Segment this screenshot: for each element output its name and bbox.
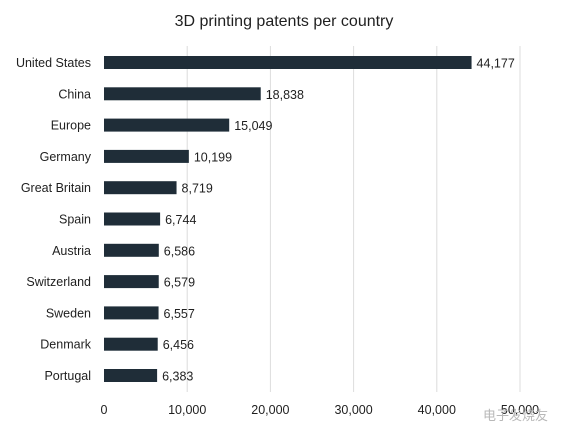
data-label: 6,586 — [164, 244, 195, 258]
category-label: China — [58, 87, 91, 101]
data-label: 6,456 — [163, 338, 194, 352]
bar — [104, 56, 472, 69]
bars — [104, 56, 472, 382]
category-label: Spain — [59, 213, 91, 227]
data-label: 44,177 — [477, 57, 515, 71]
data-label: 6,579 — [164, 276, 195, 290]
data-label: 6,557 — [164, 307, 195, 321]
labels: United States 44,177 China 18,838 Europe 15,0… — [16, 56, 515, 384]
x-tick-label: 10,000 — [168, 403, 206, 417]
bar — [104, 243, 159, 257]
category-label: United States — [16, 56, 91, 70]
gridlines — [186, 46, 521, 392]
bar — [104, 87, 261, 101]
data-label: 10,199 — [194, 150, 232, 164]
bar — [104, 369, 158, 382]
x-axis-ticks: 0 10,000 20,000 30,000 40,000 50,000 — [101, 403, 540, 417]
data-label: 6,383 — [162, 370, 193, 384]
bar — [104, 337, 158, 351]
data-label: 6,744 — [165, 213, 196, 227]
x-tick-label: 30,000 — [334, 403, 372, 417]
bar — [104, 212, 161, 226]
x-tick-label: 40,000 — [418, 403, 456, 417]
data-label: 18,838 — [266, 88, 304, 102]
category-label: Sweden — [46, 306, 91, 320]
x-tick-label: 0 — [101, 403, 108, 417]
category-label: Portugal — [44, 369, 91, 383]
category-label: Switzerland — [26, 275, 91, 289]
data-label: 8,719 — [182, 182, 213, 196]
x-tick-label: 20,000 — [251, 403, 289, 417]
chart-title: 3D printing patents per country — [175, 13, 394, 30]
bar — [104, 118, 230, 132]
category-label: Germany — [40, 150, 92, 164]
category-label: Denmark — [40, 338, 91, 352]
data-label: 15,049 — [234, 119, 272, 133]
watermark: 电子发烧友 — [483, 408, 548, 423]
category-label: Great Britain — [21, 181, 91, 195]
x-tick-label: 50,000 — [501, 403, 539, 417]
category-label: Europe — [51, 119, 91, 133]
bar — [104, 306, 159, 320]
bar — [104, 181, 177, 195]
category-label: Austria — [52, 244, 91, 258]
bar — [104, 275, 159, 289]
bar — [104, 149, 189, 163]
